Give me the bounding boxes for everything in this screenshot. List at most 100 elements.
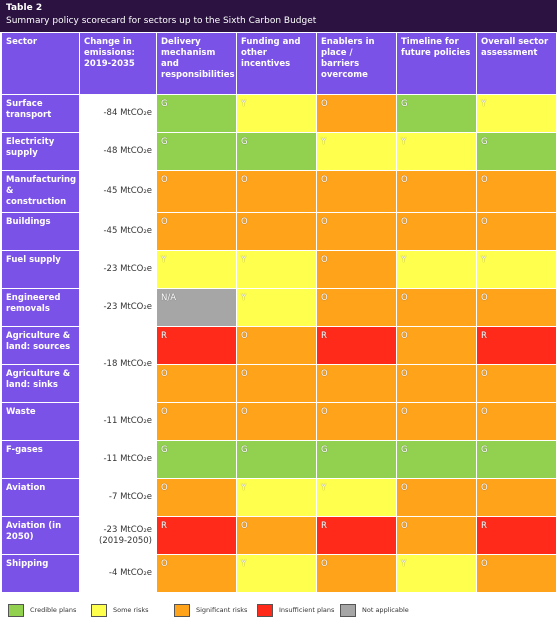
legend-label: Not applicable: [362, 606, 409, 614]
rating-cell: O: [476, 212, 557, 251]
column-header: Enablers in place / barriers overcome: [316, 32, 397, 95]
rating-cell: Y: [476, 250, 557, 289]
rating-cell: O: [316, 94, 397, 133]
rating-cell: Y: [236, 94, 317, 133]
rating-cell: O: [476, 402, 557, 441]
legend-item: Not applicable: [340, 603, 423, 617]
rating-cell: O: [156, 212, 237, 251]
row: Agriculture & land: sources -18 MtCO₂e R O R…: [1, 326, 557, 403]
rating-cell: Y: [236, 554, 317, 593]
rating-cell: Y: [396, 554, 477, 593]
rating-cell: O: [236, 212, 317, 251]
emissions-cell: -23 MtCO₂e (2019-2050): [79, 516, 157, 555]
legend-item: Insufficient plans: [257, 603, 340, 617]
emissions-cell: -23 MtCO₂e: [79, 250, 157, 289]
emissions-cell: -7 MtCO₂e: [79, 478, 157, 517]
rating-cell: O: [316, 402, 397, 441]
legend-label: Some risks: [113, 606, 149, 614]
rating-cell: O: [396, 516, 477, 555]
sector-cell: Electricity supply: [1, 132, 80, 171]
rating-cell: Y: [316, 478, 397, 517]
sector-cell: Waste: [1, 402, 80, 441]
rating-cell: Y: [156, 250, 237, 289]
sector-cell: Fuel supply: [1, 250, 80, 289]
rating-cell: O: [316, 212, 397, 251]
rating-cell: O: [396, 402, 477, 441]
rating-cell: O: [476, 288, 557, 327]
rating-cell: Y: [236, 250, 317, 289]
sector-cell: Buildings: [1, 212, 80, 251]
sector-cell: Engineered removals: [1, 288, 80, 327]
rating-cell: R: [476, 326, 557, 365]
rating-cell: G: [156, 132, 237, 171]
sector-cell: F-gases: [1, 440, 80, 479]
rating-cell: O: [476, 478, 557, 517]
rating-cell: N/A: [156, 288, 237, 327]
rating-cell: Y: [236, 288, 317, 327]
rating-cell: O: [476, 364, 557, 403]
legend-swatch: [174, 603, 190, 617]
rating-cell: Y: [396, 250, 477, 289]
scorecard-table: Sector Change in emissions: 2019-2035 Deli…: [1, 32, 557, 593]
row: Engineered removals -23 MtCO₂e N/A Y O O O: [1, 288, 557, 327]
sector-cell: Surface transport: [1, 94, 80, 133]
rating-cell: Y: [476, 94, 557, 133]
rating-cell: Y: [236, 478, 317, 517]
rating-cell: O: [156, 402, 237, 441]
row: F-gases -11 MtCO₂e G G G G G: [1, 440, 557, 479]
rating-cell: O: [396, 326, 477, 365]
rating-cell: O: [316, 554, 397, 593]
rating-cell: O: [236, 364, 317, 403]
rating-cell: O: [396, 288, 477, 327]
rating-cell: G: [476, 132, 557, 171]
rating-cell: O: [396, 478, 477, 517]
rating-cell: O: [316, 170, 397, 213]
header-row: Sector Change in emissions: 2019-2035 Deli…: [1, 32, 557, 95]
rating-cell: O: [156, 554, 237, 593]
rating-cell: O: [316, 364, 397, 403]
emissions-cell: -11 MtCO₂e: [79, 440, 157, 479]
emissions-cell: -48 MtCO₂e: [79, 132, 157, 171]
rating-cell: Y: [396, 132, 477, 171]
legend-item: Significant risks: [174, 603, 257, 617]
sector-cell: Shipping: [1, 554, 80, 593]
rating-cell: Y: [316, 132, 397, 171]
rating-cell: O: [476, 170, 557, 213]
rating-cell: O: [476, 554, 557, 593]
rating-cell: G: [396, 94, 477, 133]
rating-cell: O: [396, 170, 477, 213]
sector-cell: Aviation: [1, 478, 80, 517]
column-header: Sector: [1, 32, 80, 95]
row: Fuel supply -23 MtCO₂e Y Y O Y Y: [1, 250, 557, 289]
column-header: Funding and other incentives: [236, 32, 317, 95]
legend: Credible plans Some risks Significant risk…: [0, 593, 557, 627]
rating-cell: O: [396, 212, 477, 251]
emissions-cell: -45 MtCO₂e: [79, 212, 157, 251]
rating-cell: G: [156, 440, 237, 479]
rating-cell: R: [156, 516, 237, 555]
legend-swatch: [91, 603, 107, 617]
rating-cell: O: [316, 250, 397, 289]
rating-cell: O: [156, 170, 237, 213]
rating-cell: R: [316, 326, 397, 365]
emissions-cell: -18 MtCO₂e: [79, 326, 157, 403]
rating-cell: O: [236, 326, 317, 365]
rating-cell: G: [156, 94, 237, 133]
row: Electricity supply -48 MtCO₂e G G Y Y G: [1, 132, 557, 171]
rating-cell: G: [236, 132, 317, 171]
legend-swatch: [340, 603, 356, 617]
rating-cell: G: [316, 440, 397, 479]
rating-cell: O: [236, 516, 317, 555]
row: Shipping -4 MtCO₂e O Y O Y O: [1, 554, 557, 593]
legend-swatch: [257, 603, 273, 617]
row: Surface transport -84 MtCO₂e G Y O G Y: [1, 94, 557, 133]
legend-swatch: [8, 603, 24, 617]
column-header: Timeline for future policies: [396, 32, 477, 95]
sector-cell: Agriculture & land: sinks: [1, 364, 80, 403]
rating-cell: O: [396, 364, 477, 403]
header: Table 2 Summary policy scorecard for sec…: [0, 0, 557, 32]
row: Aviation -7 MtCO₂e O Y Y O O: [1, 478, 557, 517]
sector-cell: Manufacturing & construction: [1, 170, 80, 213]
legend-item: Credible plans: [8, 603, 91, 617]
